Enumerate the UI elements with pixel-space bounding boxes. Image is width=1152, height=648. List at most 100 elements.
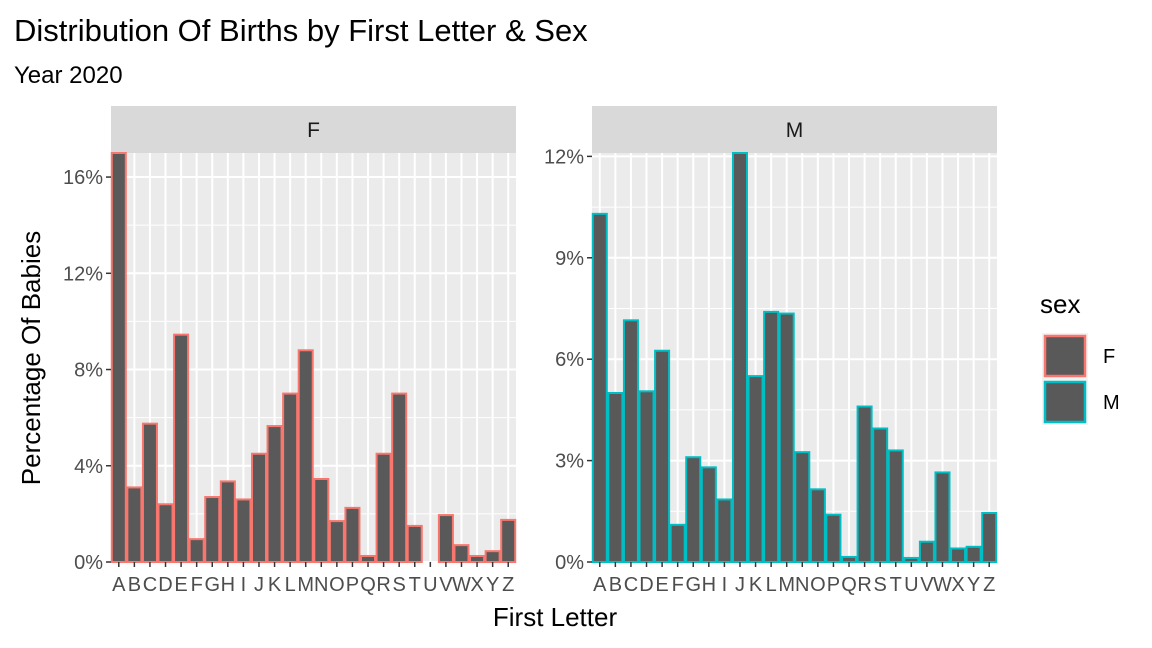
- x-tick-label: H: [221, 574, 235, 596]
- x-tick-label: V: [920, 574, 934, 596]
- x-tick-label: O: [810, 574, 826, 596]
- chart-subtitle: Year 2020: [14, 62, 123, 89]
- bar-f-s: [391, 392, 408, 563]
- bar-f-e: [173, 333, 190, 563]
- bar-f-c: [141, 422, 158, 564]
- bar-m-r: [856, 405, 873, 563]
- x-tick-label: E: [174, 574, 187, 596]
- bar-m-u: [903, 556, 920, 563]
- x-tick-label: N: [314, 574, 328, 596]
- x-tick-label: S: [874, 574, 887, 596]
- bar-m-f: [669, 523, 686, 563]
- x-tick-label: X: [951, 574, 964, 596]
- x-tick-label: A: [112, 574, 126, 596]
- x-tick-label: U: [904, 574, 918, 596]
- bar-f-d: [157, 503, 174, 563]
- x-axis-title: First Letter: [493, 602, 618, 632]
- bar-f-a: [110, 152, 127, 563]
- x-tick-label: O: [329, 574, 345, 596]
- y-tick-label: 6%: [555, 349, 584, 371]
- x-tick-label: Q: [841, 574, 857, 596]
- bar-m-t: [887, 449, 904, 564]
- x-tick-label: B: [609, 574, 622, 596]
- x-tick-label: M: [297, 574, 314, 596]
- bar-m-h: [700, 466, 717, 564]
- bar-m-a: [591, 212, 608, 563]
- bar-f-w: [453, 544, 470, 563]
- y-axis-title: Percentage Of Babies: [16, 231, 46, 485]
- bar-f-r: [375, 452, 392, 563]
- x-tick-label: R: [376, 574, 390, 596]
- bar-f-b: [126, 486, 143, 563]
- x-tick-label: L: [285, 574, 296, 596]
- x-tick-label: F: [672, 574, 684, 596]
- facet-strip: [111, 106, 516, 153]
- y-tick-label: 3%: [555, 451, 584, 473]
- bar-f-q: [360, 554, 377, 563]
- chart-title: Distribution Of Births by First Letter &…: [14, 13, 588, 48]
- x-tick-label: Z: [502, 574, 514, 596]
- x-tick-label: S: [393, 574, 406, 596]
- bar-f-j: [250, 452, 267, 563]
- x-tick-label: A: [593, 574, 607, 596]
- bar-m-z: [981, 511, 998, 564]
- bar-f-i: [235, 498, 252, 563]
- x-tick-label: G: [685, 574, 701, 596]
- bar-f-m: [297, 349, 314, 563]
- x-tick-label: P: [827, 574, 840, 596]
- legend-key-m: [1043, 380, 1087, 424]
- bar-f-t: [406, 524, 423, 563]
- x-tick-label: E: [655, 574, 668, 596]
- bar-m-g: [685, 456, 702, 563]
- x-tick-label: R: [857, 574, 871, 596]
- legend-key-f: [1043, 334, 1087, 378]
- bar-f-l: [282, 392, 299, 563]
- x-tick-label: Y: [967, 574, 980, 596]
- bar-f-f: [188, 538, 205, 563]
- legend-title: sex: [1040, 289, 1080, 319]
- bar-m-b: [607, 391, 624, 563]
- bar-f-y: [484, 550, 501, 563]
- bar-m-n: [794, 451, 811, 563]
- x-tick-label: G: [204, 574, 220, 596]
- facet-strip-label: M: [786, 119, 804, 142]
- y-tick-label: 8%: [74, 360, 103, 382]
- y-tick-label: 0%: [555, 552, 584, 574]
- bar-m-w: [934, 471, 951, 564]
- legend-label-f: F: [1103, 346, 1115, 368]
- bar-f-h: [219, 480, 236, 564]
- x-tick-label: C: [624, 574, 638, 596]
- x-tick-label: Y: [486, 574, 499, 596]
- x-tick-label: C: [143, 574, 157, 596]
- x-tick-label: K: [268, 574, 282, 596]
- x-tick-label: T: [890, 574, 902, 596]
- x-tick-label: N: [795, 574, 809, 596]
- y-tick-label: 12%: [544, 146, 584, 168]
- x-tick-label: V: [439, 574, 453, 596]
- x-tick-label: X: [470, 574, 483, 596]
- y-tick-label: 0%: [74, 552, 103, 574]
- x-tick-label: M: [778, 574, 795, 596]
- bar-f-o: [328, 520, 345, 563]
- x-tick-label: J: [735, 574, 745, 596]
- bar-f-v: [437, 514, 454, 563]
- x-tick-label: B: [128, 574, 141, 596]
- bar-f-n: [313, 477, 330, 564]
- bar-f-p: [344, 506, 361, 563]
- bar-f-g: [204, 496, 221, 563]
- y-tick-label: 12%: [63, 263, 103, 285]
- bar-m-c: [622, 319, 639, 563]
- bar-m-i: [716, 498, 733, 564]
- bar-f-z: [500, 518, 517, 563]
- x-tick-label: Z: [983, 574, 995, 596]
- bar-m-k: [747, 375, 764, 563]
- x-tick-label: K: [749, 574, 763, 596]
- bar-f-k: [266, 425, 283, 564]
- bar-m-o: [809, 488, 826, 563]
- bar-m-s: [872, 427, 889, 563]
- bar-m-j: [731, 152, 748, 563]
- bar-m-v: [918, 540, 935, 563]
- x-tick-label: W: [452, 574, 471, 596]
- legend: sex F M: [1040, 289, 1120, 425]
